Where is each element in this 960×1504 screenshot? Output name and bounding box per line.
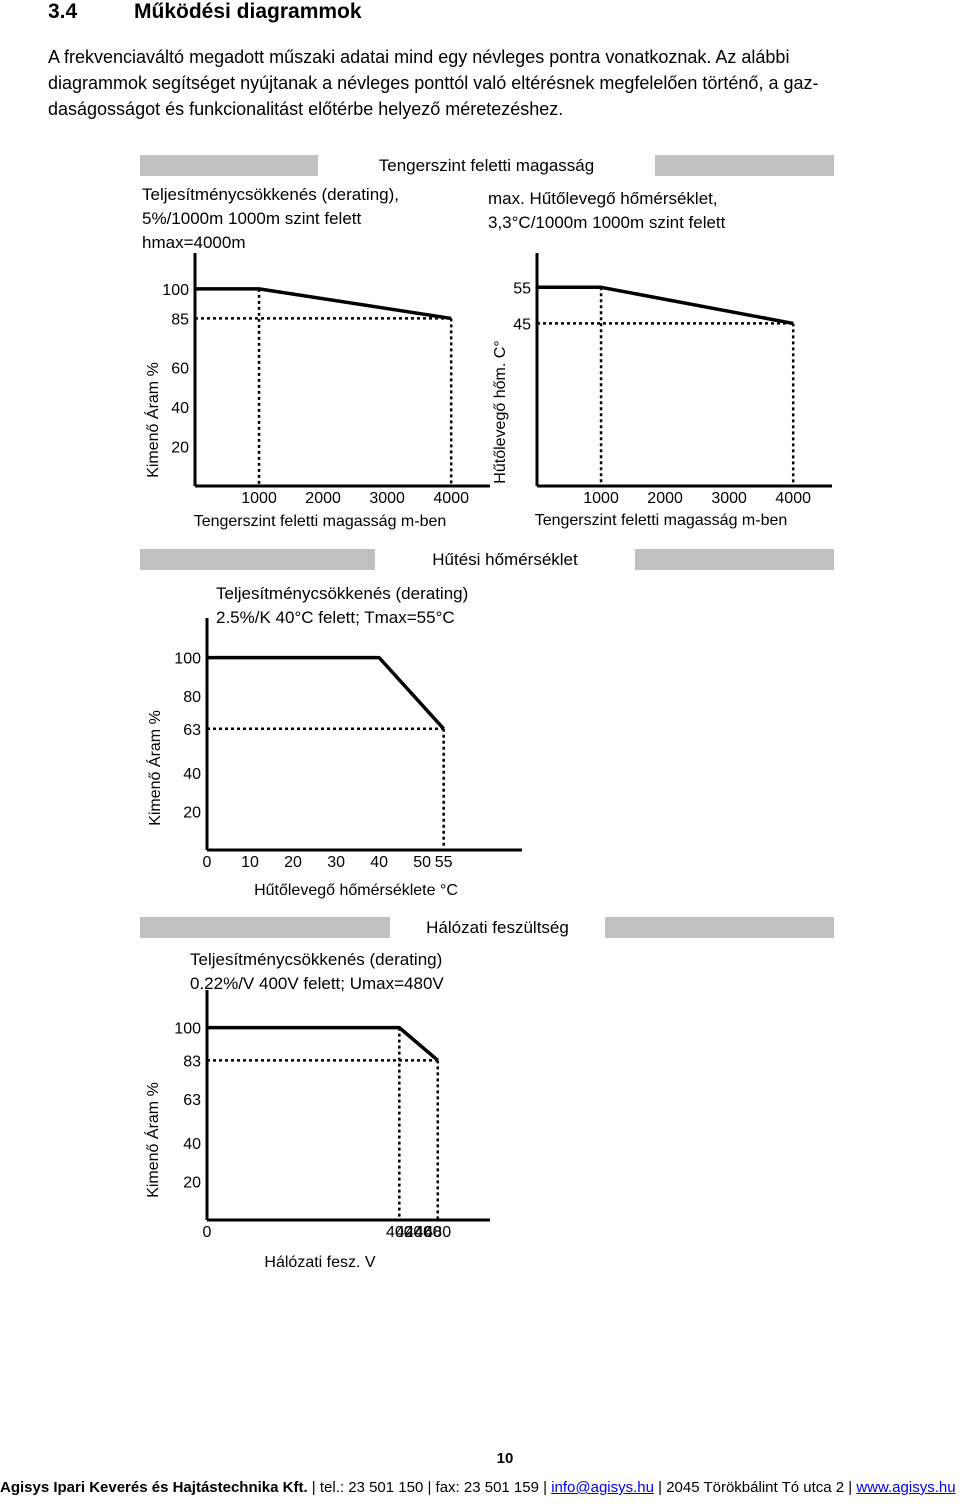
note-line: Teljesítménycsökkenés (derating) — [190, 950, 443, 969]
page-number: 10 — [496, 1450, 514, 1467]
section-number: 3.4 — [48, 0, 78, 23]
footer-web-link[interactable]: www.agisys.hu — [856, 1479, 956, 1496]
panel-title: Hűtési hőmérséklet — [375, 549, 635, 570]
derating-note-cooling: Teljesítménycsökkenés (derating) 2.5%/K … — [216, 582, 468, 630]
derating-note-altitude-temp: max. Hűtőlevegő hőmérséklet, 3,3°C/1000m… — [488, 187, 725, 235]
panel-title-band-cooling: Hűtési hőmérséklet — [140, 549, 834, 570]
derating-note-altitude-current: Teljesítménycsökkenés (derating), 5%/100… — [142, 183, 399, 255]
section-title: Működési diagrammok — [134, 0, 362, 23]
x-tick-label: 1000 — [583, 490, 619, 507]
page-footer: Agisys Ipari Keverés és Hajtástechnika K… — [0, 1479, 956, 1496]
y-tick-label: 100 — [162, 282, 189, 299]
y-tick-label: 20 — [183, 805, 201, 822]
intro-line: daságosságot és funkcionalitást előtérbe… — [48, 99, 564, 119]
x-tick-label: 1000 — [241, 490, 277, 507]
y-tick-label: 60 — [171, 361, 189, 378]
y-tick-label: 45 — [513, 316, 531, 333]
y-tick-label: 80 — [183, 689, 201, 706]
footer-address: 2045 Törökbálint Tó utca 2 — [666, 1479, 845, 1496]
y-axis-label: Kimenő Áram % — [143, 1082, 162, 1198]
derating-note-voltage: Teljesítménycsökkenés (derating) 0.22%/V… — [190, 948, 444, 996]
x-tick-label: 0 — [203, 1224, 212, 1241]
y-axis-label: Kimenő Áram % — [143, 362, 162, 478]
note-line: 5%/1000m 1000m szint felett — [142, 209, 362, 228]
y-tick-label: 55 — [513, 280, 531, 297]
x-tick-label: 420 — [396, 1224, 423, 1241]
footer-tel: tel.: 23 501 150 — [319, 1479, 424, 1496]
series-line — [207, 1025, 439, 1062]
x-tick-label: 0 — [203, 854, 212, 871]
note-line: max. Hűtőlevegő hőmérséklet, — [488, 189, 718, 208]
x-tick-label: 3000 — [711, 490, 747, 507]
y-tick-label: 40 — [171, 400, 189, 417]
series-line — [537, 285, 794, 326]
y-tick-label: 100 — [174, 1021, 201, 1038]
x-tick-label: 460 — [415, 1224, 442, 1241]
y-tick-label: 100 — [174, 651, 201, 668]
band-bar — [605, 917, 834, 938]
y-axis-label: Hűtőlevegő hőm. C° — [492, 340, 509, 483]
series-line — [195, 287, 452, 321]
note-line: Teljesítménycsökkenés (derating) — [216, 584, 469, 603]
intro-line: A frekvenciaváltó megadott műszaki adata… — [48, 47, 790, 67]
x-axis-label: Hálózati fesz. V — [264, 1254, 375, 1271]
x-tick-label: 40 — [370, 854, 388, 871]
band-bar — [140, 917, 390, 938]
y-tick-label: 20 — [171, 440, 189, 457]
x-tick-label: 480 — [424, 1224, 451, 1241]
x-axis-label: Hűtőlevegő hőmérséklete °C — [254, 882, 458, 899]
note-line: 0.22%/V 400V felett; Umax=480V — [190, 974, 444, 993]
section-heading: 3.4 Működési diagrammok — [48, 0, 362, 24]
series-line — [207, 655, 445, 730]
y-tick-label: 63 — [183, 1092, 201, 1109]
x-tick-label: 440 — [405, 1224, 432, 1241]
band-bar — [140, 549, 375, 570]
x-tick-label: 30 — [327, 854, 345, 871]
y-tick-label: 83 — [183, 1053, 201, 1070]
x-tick-label: 2000 — [305, 490, 341, 507]
x-axis-label: Tengerszint feletti magasság m-ben — [535, 512, 788, 529]
footer-fax: fax: 23 501 159 — [435, 1479, 539, 1496]
panel-title-band-voltage: Hálózati feszültség — [140, 917, 834, 938]
x-tick-label: 2000 — [647, 490, 683, 507]
x-tick-label: 50 — [413, 854, 431, 871]
note-line: Teljesítménycsökkenés (derating), — [142, 185, 400, 204]
x-axis-label: Tengerszint feletti magasság m-ben — [194, 513, 447, 530]
x-tick-label: 20 — [284, 854, 302, 871]
band-bar — [635, 549, 834, 570]
note-line: hmax=4000m — [142, 233, 246, 252]
y-tick-label: 63 — [183, 722, 201, 739]
y-axis-label: Kimenő Áram % — [145, 710, 164, 826]
y-tick-label: 40 — [183, 766, 201, 783]
note-line: 2.5%/K 40°C felett; Tmax=55°C — [216, 608, 455, 627]
y-tick-label: 40 — [183, 1136, 201, 1153]
x-tick-label: 4000 — [433, 490, 469, 507]
y-tick-label: 85 — [171, 311, 189, 328]
panel-title-band-altitude: Tengerszint feletti magasság — [140, 155, 834, 176]
panel-title: Hálózati feszültség — [390, 917, 605, 938]
panel-title: Tengerszint feletti magasság — [318, 155, 655, 176]
note-line: 3,3°C/1000m 1000m szint felett — [488, 213, 726, 232]
y-tick-label: 20 — [183, 1175, 201, 1192]
x-tick-label: 400 — [386, 1224, 413, 1241]
x-tick-label: 3000 — [369, 490, 405, 507]
x-tick-label: 10 — [241, 854, 259, 871]
intro-line: diagrammok segítséget nyújtanak a névleg… — [48, 73, 819, 93]
footer-email-link[interactable]: info@agisys.hu — [551, 1479, 654, 1496]
footer-company: Agisys Ipari Keverés és Hajtástechnika K… — [0, 1479, 308, 1496]
x-tick-label: 55 — [435, 854, 453, 871]
x-tick-label: 4000 — [775, 490, 811, 507]
intro-paragraph: A frekvenciaváltó megadott műszaki adata… — [48, 44, 922, 122]
